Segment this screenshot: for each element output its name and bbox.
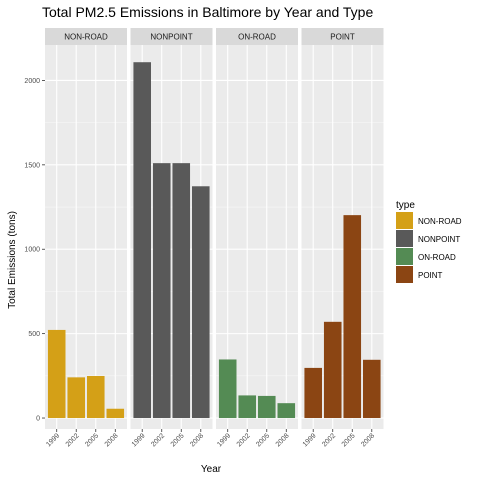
legend-label-on-road: ON-ROAD [418, 253, 456, 262]
x-tick-label: 2005 [170, 432, 186, 448]
legend-key-point [396, 266, 413, 283]
x-tick-label: 1999 [131, 432, 147, 448]
bar-point-2002 [323, 321, 342, 419]
bar-nonpoint-2005 [172, 163, 191, 419]
x-tick-label: 1999 [302, 432, 318, 448]
x-tick-label: 1999 [45, 432, 61, 448]
x-axis-title: Year [201, 464, 222, 475]
x-tick-label: 2008 [360, 432, 376, 448]
x-tick-label: 2008 [189, 432, 205, 448]
x-tick-label: 2005 [84, 432, 100, 448]
legend-label-non-road: NON-ROAD [418, 217, 462, 226]
bar-on-road-2002 [238, 395, 257, 419]
y-tick-label: 0 [36, 416, 40, 423]
chart-title: Total PM2.5 Emissions in Baltimore by Ye… [42, 4, 373, 20]
y-tick-label: 500 [28, 331, 40, 338]
bar-non-road-2005 [86, 375, 105, 419]
x-tick-label: 2002 [65, 432, 81, 448]
legend-label-point: POINT [418, 271, 443, 280]
panel-point: POINT 1999 2002 2005 2008 [301, 28, 384, 448]
bar-nonpoint-2002 [152, 163, 171, 419]
strip-nonpoint [130, 28, 213, 45]
bar-on-road-2005 [257, 395, 276, 419]
bar-non-road-2002 [67, 377, 86, 419]
strip-label-nonpoint: NONPOINT [150, 33, 192, 42]
bar-point-2005 [343, 215, 362, 419]
x-tick-label: 2005 [255, 432, 271, 448]
y-tick-label: 2000 [24, 78, 40, 85]
panel-on-road: ON-ROAD 1999 2002 2005 2008 [216, 28, 298, 448]
x-tick-label: 1999 [216, 432, 232, 448]
strip-on-road [216, 28, 298, 45]
strip-non-road [45, 28, 127, 45]
y-axis-title: Total Emissions (tons) [7, 211, 18, 309]
x-tick-label: 2002 [150, 432, 166, 448]
bar-on-road-2008 [277, 403, 296, 419]
strip-point [301, 28, 384, 45]
panel-nonpoint: NONPOINT 1999 2002 2005 2008 [130, 28, 213, 448]
panel-non-road: NON-ROAD 1999 2002 2005 2008 [45, 28, 127, 448]
y-tick-label: 1000 [24, 247, 40, 254]
legend-key-non-road [396, 212, 413, 229]
x-tick-label: 2002 [236, 432, 252, 448]
legend-label-nonpoint: NONPOINT [418, 235, 460, 244]
bar-point-2008 [363, 359, 381, 419]
x-tick-label: 2008 [104, 432, 120, 448]
strip-label-on-road: ON-ROAD [238, 33, 276, 42]
legend-key-nonpoint [396, 230, 413, 247]
strip-label-point: POINT [330, 33, 355, 42]
x-tick-label: 2005 [341, 432, 357, 448]
strip-label-non-road: NON-ROAD [64, 33, 108, 42]
legend-title: type [396, 200, 415, 211]
bar-on-road-1999 [218, 359, 237, 419]
bar-non-road-2008 [106, 408, 125, 419]
bar-nonpoint-2008 [192, 186, 210, 419]
legend-key-on-road [396, 248, 413, 265]
legend: type NON-ROAD NONPOINT ON-ROAD POINT [396, 200, 462, 283]
x-tick-label: 2008 [275, 432, 291, 448]
bar-non-road-1999 [47, 329, 66, 419]
y-tick-label: 1500 [24, 162, 40, 169]
bar-nonpoint-1999 [133, 62, 151, 419]
y-axis: 0 500 1000 1500 2000 [24, 78, 45, 423]
x-tick-label: 2002 [321, 432, 337, 448]
bar-point-1999 [304, 367, 322, 419]
